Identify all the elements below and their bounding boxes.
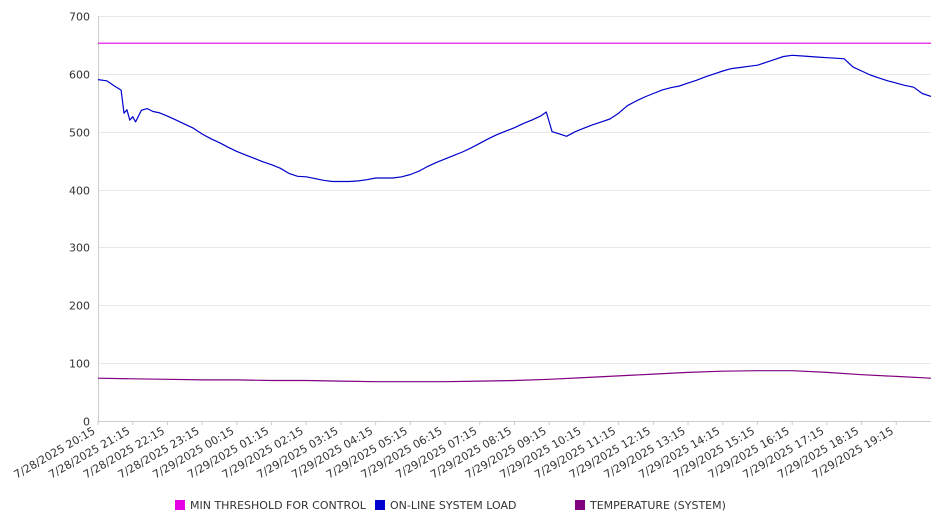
legend-swatch bbox=[575, 500, 585, 510]
y-tick-label: 500 bbox=[69, 127, 90, 140]
y-tick-label: 200 bbox=[69, 300, 90, 313]
y-tick-label: 100 bbox=[69, 358, 90, 371]
y-tick-label: 700 bbox=[69, 11, 90, 24]
y-tick-label: 0 bbox=[83, 416, 90, 429]
series-line-temperature-system bbox=[97, 370, 932, 383]
legend-label: TEMPERATURE (SYSTEM) bbox=[589, 499, 726, 512]
legend: MIN THRESHOLD FOR CONTROL ON-LINE SYSTEM … bbox=[175, 499, 726, 512]
legend-label: MIN THRESHOLD FOR CONTROL bbox=[190, 499, 367, 512]
series-line-on-line-system-load bbox=[97, 54, 932, 183]
y-tick-label: 400 bbox=[69, 185, 90, 198]
y-tick-label: 600 bbox=[69, 69, 90, 82]
legend-swatch bbox=[175, 500, 185, 510]
legend-swatch bbox=[375, 500, 385, 510]
series bbox=[97, 42, 932, 383]
y-tick-label: 300 bbox=[69, 242, 90, 255]
legend-label: ON-LINE SYSTEM LOAD bbox=[390, 499, 516, 512]
grid bbox=[98, 16, 931, 364]
